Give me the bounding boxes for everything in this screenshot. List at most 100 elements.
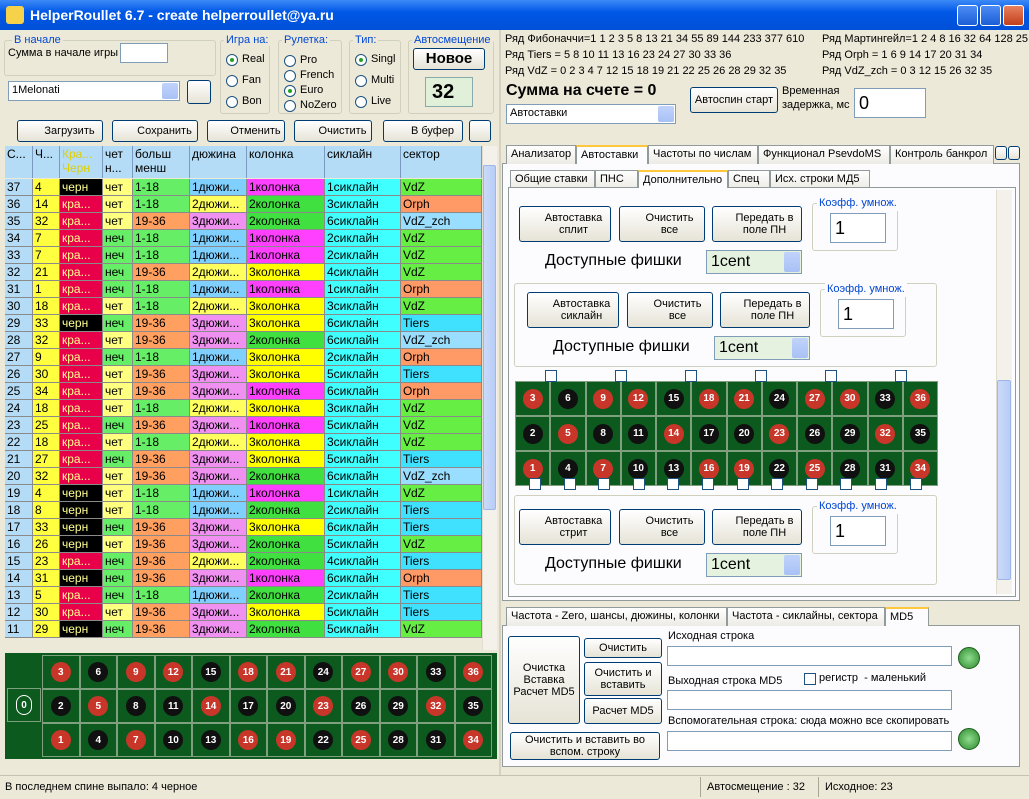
number-chip[interactable]: 1 xyxy=(522,458,543,479)
autobet-combo[interactable]: Автоставки xyxy=(506,104,676,124)
number-chip[interactable]: 30 xyxy=(839,388,860,409)
number-chip[interactable]: 16 xyxy=(238,730,259,750)
clear-all-button[interactable]: Очистить все xyxy=(619,206,705,242)
board-checkbox[interactable] xyxy=(840,478,853,490)
number-chip[interactable]: 12 xyxy=(628,388,649,409)
chips-combo[interactable]: 1cent xyxy=(706,553,802,577)
md5-source-icon[interactable] xyxy=(958,647,980,669)
number-chip[interactable]: 5 xyxy=(557,423,578,444)
minimize-button[interactable] xyxy=(957,5,978,26)
tab-scroll-right[interactable] xyxy=(1008,146,1020,160)
main-tab[interactable]: Контроль банкрол xyxy=(890,145,994,164)
chips-combo[interactable]: 1cent xyxy=(706,250,802,274)
game_on-radio[interactable] xyxy=(226,96,238,108)
collapse-button[interactable] xyxy=(469,120,491,142)
board-checkbox[interactable] xyxy=(805,478,818,490)
number-chip[interactable]: 34 xyxy=(910,458,931,479)
md5-tab[interactable]: Частота - сиклайны, сектора xyxy=(727,607,885,626)
number-chip[interactable]: 6 xyxy=(88,662,109,682)
number-chip[interactable]: 32 xyxy=(875,423,896,444)
delay-spin[interactable]: 0 xyxy=(854,88,926,118)
md5-clear-paste-aux-button[interactable]: Очистить и вставить во вспом. строку xyxy=(510,732,660,760)
toolbar-button[interactable]: Очистить xyxy=(294,120,372,142)
number-chip[interactable]: 9 xyxy=(593,388,614,409)
toolbar-button[interactable]: Отменить xyxy=(207,120,285,142)
number-chip[interactable]: 35 xyxy=(463,696,484,716)
md5-source-input[interactable] xyxy=(667,646,952,666)
sub-tab[interactable]: Спец xyxy=(728,170,770,188)
number-chip[interactable]: 25 xyxy=(804,458,825,479)
number-chip[interactable]: 15 xyxy=(663,388,684,409)
number-chip[interactable]: 9 xyxy=(125,662,146,682)
number-chip[interactable]: 33 xyxy=(425,662,446,682)
number-chip[interactable]: 25 xyxy=(350,730,371,750)
number-chip[interactable]: 20 xyxy=(734,423,755,444)
board-checkbox[interactable] xyxy=(875,478,887,490)
number-chip[interactable]: 7 xyxy=(125,730,146,750)
sub-tab[interactable]: ПНС xyxy=(595,170,638,188)
number-chip[interactable]: 14 xyxy=(200,696,221,716)
kind-radio[interactable] xyxy=(355,54,367,66)
transfer-button[interactable]: Передать в поле ПН xyxy=(720,292,810,328)
md5-tab[interactable]: MD5 xyxy=(885,607,929,626)
board-checkbox[interactable] xyxy=(545,370,557,382)
md5-clear-button[interactable]: Очистить xyxy=(584,638,662,658)
board-checkbox[interactable] xyxy=(563,478,576,490)
board-checkbox[interactable] xyxy=(529,478,541,490)
tab-scroll-left[interactable] xyxy=(995,146,1007,160)
number-chip[interactable]: 19 xyxy=(275,730,296,750)
number-chip[interactable]: 28 xyxy=(839,458,860,479)
number-chip[interactable]: 29 xyxy=(839,423,860,444)
coef-spin[interactable]: 1 xyxy=(830,213,886,243)
roulette-radio[interactable] xyxy=(284,85,296,97)
number-chip[interactable]: 21 xyxy=(734,388,755,409)
toolbar-button[interactable]: Сохранить xyxy=(112,120,198,142)
number-chip[interactable]: 21 xyxy=(275,662,296,682)
number-chip[interactable]: 22 xyxy=(313,730,334,750)
number-chip[interactable]: 1 xyxy=(50,730,71,750)
main-tab[interactable]: Анализатор xyxy=(506,145,576,164)
number-chip[interactable]: 13 xyxy=(663,458,684,479)
game_on-radio[interactable] xyxy=(226,75,238,87)
number-chip[interactable]: 36 xyxy=(463,662,484,682)
number-chip[interactable]: 24 xyxy=(313,662,334,682)
number-chip[interactable]: 33 xyxy=(875,388,896,409)
autobet-button[interactable]: Автоставка сплит xyxy=(519,206,611,242)
board-checkbox[interactable] xyxy=(667,478,680,490)
number-chip[interactable]: 17 xyxy=(238,696,259,716)
board-checkbox[interactable] xyxy=(736,478,749,490)
kind-radio[interactable] xyxy=(355,96,367,108)
md5-big-button[interactable]: Очистка Вставка Расчет MD5 xyxy=(508,636,580,724)
number-chip[interactable]: 13 xyxy=(200,730,221,750)
number-chip[interactable]: 19 xyxy=(734,458,755,479)
number-chip[interactable]: 3 xyxy=(50,662,71,682)
roulette-radio[interactable] xyxy=(284,70,296,82)
autospin-button[interactable]: Автоспин старт xyxy=(690,87,778,113)
chips-combo[interactable]: 1cent xyxy=(714,336,810,360)
number-chip[interactable]: 30 xyxy=(388,662,409,682)
strategy-combo[interactable]: 1Melonati xyxy=(8,81,180,101)
clear-all-button[interactable]: Очистить все xyxy=(627,292,713,328)
autobet-button[interactable]: Автоставка сиклайн xyxy=(527,292,619,328)
transfer-button[interactable]: Передать в поле ПН xyxy=(712,509,802,545)
main-tab[interactable]: Частоты по числам xyxy=(648,145,758,164)
autoshift-new-button[interactable]: Новое xyxy=(413,48,485,70)
number-chip[interactable]: 17 xyxy=(698,423,719,444)
number-chip[interactable]: 18 xyxy=(238,662,259,682)
number-chip[interactable]: 23 xyxy=(313,696,334,716)
number-chip[interactable]: 29 xyxy=(388,696,409,716)
main-tab[interactable]: Автоставки xyxy=(576,145,648,164)
board-checkbox[interactable] xyxy=(702,478,714,490)
number-chip[interactable]: 28 xyxy=(388,730,409,750)
number-chip[interactable]: 36 xyxy=(910,388,931,409)
board-checkbox[interactable] xyxy=(685,370,697,382)
number-chip[interactable]: 11 xyxy=(163,696,184,716)
number-chip[interactable]: 27 xyxy=(350,662,371,682)
number-chip[interactable]: 31 xyxy=(875,458,896,479)
toolbar-button[interactable]: Загрузить xyxy=(17,120,103,142)
number-chip[interactable]: 32 xyxy=(425,696,446,716)
board-checkbox[interactable] xyxy=(771,478,784,490)
number-chip[interactable]: 14 xyxy=(663,423,684,444)
number-chip[interactable]: 26 xyxy=(350,696,371,716)
roulette-radio[interactable] xyxy=(284,100,296,112)
